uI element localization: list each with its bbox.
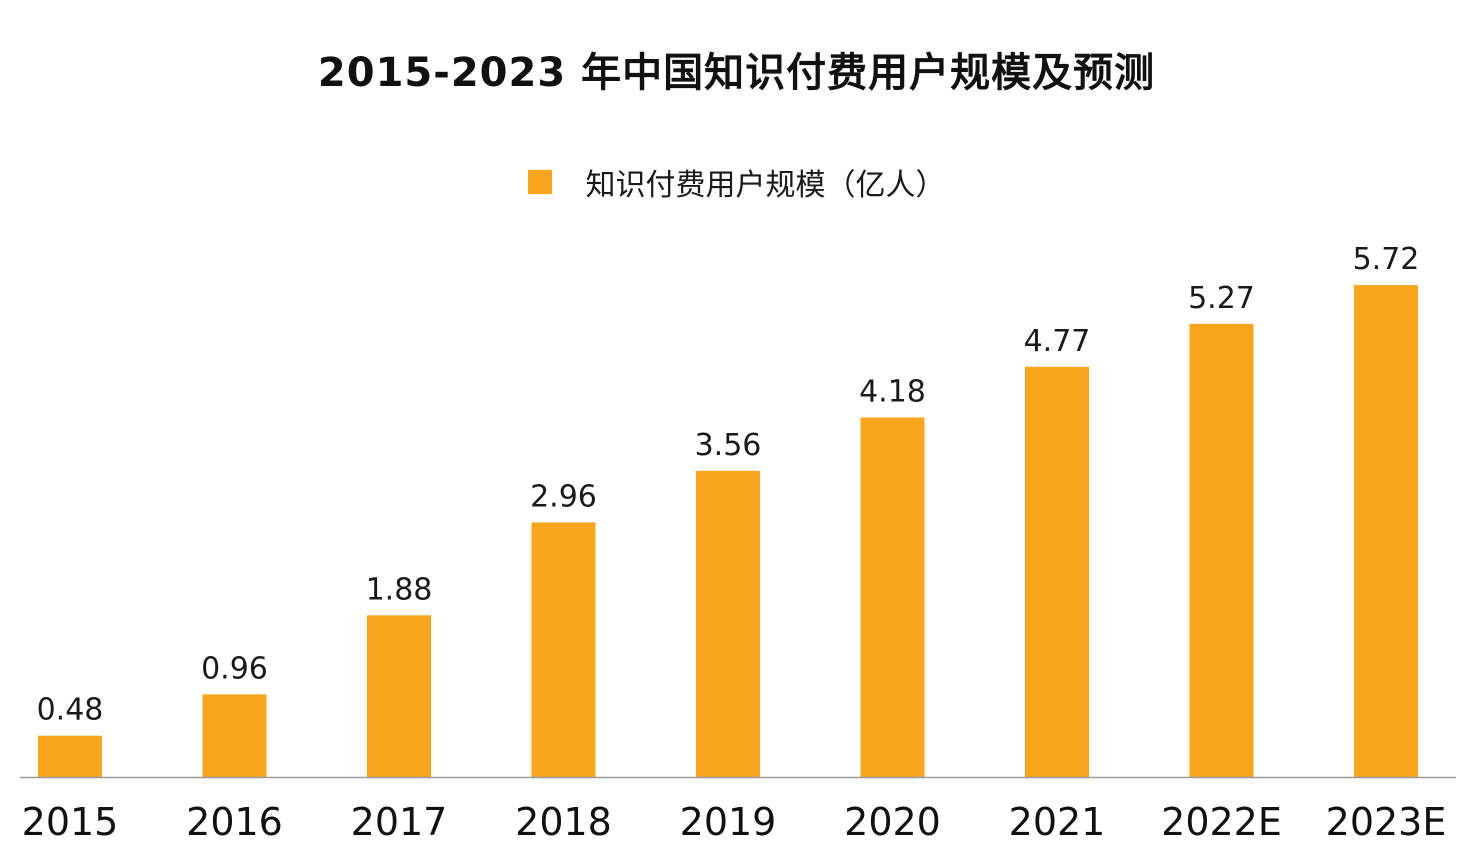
value-labels-group: 0.48 0.96 1.88 2.96 3.56 4.18 4.77 5.27 5.72 <box>37 242 1420 728</box>
value-label-2018: 2.96 <box>530 479 597 514</box>
chart-title: 2015-2023 年中国知识付费用户规模及预测 <box>317 50 1156 96</box>
legend: 知识付费用户规模（亿人） <box>0 160 1473 204</box>
legend-label: 知识付费用户规模（亿人） <box>585 168 946 203</box>
bar-2019 <box>696 470 760 777</box>
bar-2023E <box>1354 285 1418 777</box>
bar-2022E <box>1189 323 1254 777</box>
bar-2020 <box>860 417 925 777</box>
x-tick-labels-group: 2015 2016 2017 2018 2019 2020 2021 2022E 2023E <box>22 800 1447 844</box>
bar-2017 <box>367 615 431 777</box>
x-tick-label-2021: 2021 <box>1009 800 1106 844</box>
value-label-2015: 0.48 <box>37 693 104 728</box>
value-label-2017: 1.88 <box>366 572 433 607</box>
value-label-2020: 4.18 <box>859 375 926 410</box>
bar-2018 <box>531 522 596 777</box>
x-tick-label-2023E: 2023E <box>1326 800 1447 844</box>
value-label-2023E: 5.72 <box>1353 242 1420 277</box>
x-tick-label-2016: 2016 <box>186 800 283 844</box>
bars-group <box>38 285 1418 777</box>
x-tick-label-2018: 2018 <box>515 800 612 844</box>
value-label-2019: 3.56 <box>695 428 762 463</box>
x-tick-label-2020: 2020 <box>844 800 941 844</box>
value-label-2021: 4.77 <box>1024 324 1091 359</box>
x-tick-label-2015: 2015 <box>22 800 119 844</box>
value-label-2022E: 5.27 <box>1188 281 1255 316</box>
bar-2016 <box>202 694 267 777</box>
x-tick-label-2017: 2017 <box>351 800 448 844</box>
bar-2015 <box>38 735 102 777</box>
bar-2021 <box>1025 366 1089 777</box>
x-tick-label-2019: 2019 <box>680 800 777 844</box>
x-tick-label-2022E: 2022E <box>1161 800 1282 844</box>
legend-swatch <box>527 170 552 194</box>
value-label-2016: 0.96 <box>201 651 268 686</box>
